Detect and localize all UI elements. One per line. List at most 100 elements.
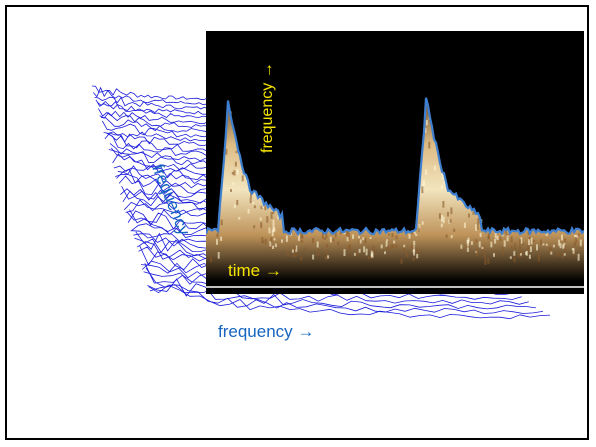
spectrogram-texture xyxy=(564,244,567,250)
spectrogram-texture xyxy=(514,243,517,250)
spectrogram-texture xyxy=(345,231,348,237)
spectrogram-texture xyxy=(317,249,320,256)
spectrogram-texture xyxy=(235,150,238,154)
slide-border xyxy=(5,5,589,440)
spectrogram-texture xyxy=(559,243,562,249)
spectrogram-texture xyxy=(440,185,443,189)
spectrogram-texture xyxy=(483,252,486,258)
spectrogram-texture xyxy=(281,239,283,243)
spectrogram-texture xyxy=(536,244,538,251)
spectrogram-texture xyxy=(253,225,256,229)
spectrogram-texture xyxy=(216,233,219,238)
spectrogram-texture xyxy=(413,231,416,234)
spectrogram-texture xyxy=(494,239,497,244)
spectrogram-texture xyxy=(573,241,576,247)
spectrogram-texture xyxy=(386,245,389,251)
spectrogram-texture xyxy=(528,239,530,246)
spectrogram-texture xyxy=(442,201,445,208)
spectrogram-texture xyxy=(425,120,428,126)
spectrogram-texture xyxy=(484,258,487,265)
spectrogram-texture xyxy=(450,235,453,239)
spectrogram-texture xyxy=(232,182,235,186)
spectrogram-texture xyxy=(369,236,372,239)
spectrogram-texture xyxy=(433,165,436,171)
spectrogram-texture xyxy=(316,241,319,248)
spectrogram-texture xyxy=(264,205,267,211)
spectrogram-texture xyxy=(217,252,220,259)
spectrogram-texture xyxy=(312,238,315,244)
spectrogram-texture xyxy=(487,257,490,264)
spectrogram-texture xyxy=(216,239,218,245)
spectrogram-texture xyxy=(468,213,470,218)
spectrogram-texture xyxy=(347,245,350,249)
spectrogram-texture xyxy=(463,222,466,228)
spectrogram-texture xyxy=(247,209,250,214)
spectrogram-texture xyxy=(487,233,490,239)
spectrogram-texture xyxy=(260,206,263,210)
spectrogram-texture xyxy=(236,200,239,206)
spectrogram-texture xyxy=(271,229,274,237)
spectrogram-texture xyxy=(349,244,351,251)
spectrogram-texture xyxy=(517,254,520,257)
spectrogram-texture xyxy=(388,233,391,236)
spectrogram-texture xyxy=(415,248,418,254)
spectrogram-texture xyxy=(421,186,424,194)
spectrogram-texture xyxy=(220,236,223,241)
spectrogram-texture xyxy=(509,256,512,259)
spectrogram-texture xyxy=(537,254,540,262)
spectrogram-texture xyxy=(533,239,535,243)
spectrogram-texture xyxy=(412,256,415,261)
spectrogram-texture xyxy=(274,243,277,248)
spectrogram-texture xyxy=(438,213,441,219)
spectrogram-texture xyxy=(230,189,232,192)
spectrogram-texture xyxy=(362,237,365,241)
spectrogram-texture xyxy=(346,237,349,242)
spectrogram-texture xyxy=(372,245,375,252)
spectrogram-texture xyxy=(522,243,525,246)
spectrogram-texture xyxy=(385,241,388,247)
spectrogram-texture xyxy=(334,230,337,238)
spectrogram-texture xyxy=(270,211,273,219)
spectrogram-texture xyxy=(571,248,574,251)
spectrogram-texture xyxy=(259,217,262,221)
spectrogram-texture xyxy=(527,245,530,252)
spectrogram-texture xyxy=(233,204,236,209)
spectrogram-texture xyxy=(365,248,368,256)
spectrogram-texture xyxy=(300,256,303,261)
spectrogram-texture xyxy=(443,178,446,186)
spectrogram-texture xyxy=(352,234,354,239)
spectrogram-texture xyxy=(528,236,531,241)
spectrogram-texture xyxy=(225,148,228,155)
spectrogram-texture xyxy=(525,250,528,256)
spectrogram-texture xyxy=(300,233,303,238)
spectrogram-texture xyxy=(236,171,239,175)
spectrogram-texture xyxy=(545,232,548,236)
spectrogram-texture xyxy=(476,249,479,256)
spectrogram-texture xyxy=(441,173,444,180)
spectrogram-texture xyxy=(529,246,532,252)
spectrogram-texture xyxy=(272,245,274,249)
spectrogram-texture xyxy=(209,257,212,262)
spectrogram-texture xyxy=(297,234,300,241)
spectrogram-texture xyxy=(478,241,481,248)
spectrogram-texture xyxy=(392,244,394,248)
spectrogram-texture xyxy=(355,252,358,256)
spectrogram-texture xyxy=(530,237,533,245)
spectrogram-texture xyxy=(294,251,297,257)
spectrogram-texture xyxy=(231,172,234,175)
spectrogram-texture xyxy=(460,244,463,249)
spectrogram-texture xyxy=(236,168,239,172)
spectrogram-texture xyxy=(466,247,469,252)
spectrogram-texture xyxy=(241,175,244,182)
spectrogram-texture xyxy=(506,235,509,242)
spectrogram-texture xyxy=(519,245,521,252)
spectrogram-texture xyxy=(496,235,499,240)
spectrogram-texture xyxy=(504,230,507,235)
spectrogram-texture xyxy=(423,180,425,186)
spectrogram-texture xyxy=(540,239,542,245)
spectrogram-texture xyxy=(550,251,553,255)
spectrogram-texture xyxy=(261,237,264,243)
spectrogram-texture xyxy=(337,241,340,246)
spectrogram-texture xyxy=(499,236,502,242)
spectrogram-texture xyxy=(209,254,212,257)
